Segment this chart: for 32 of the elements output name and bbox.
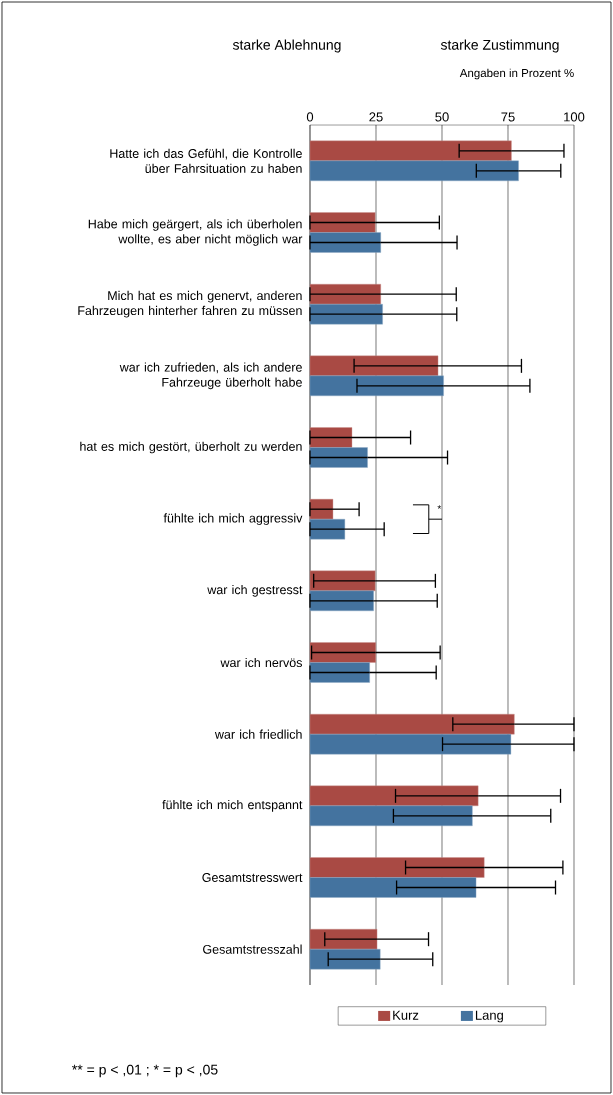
bar [309,877,477,898]
bar [309,857,485,878]
x-tick-label: 25 [369,112,383,122]
legend-label: Kurz [393,1010,419,1020]
y-tick-label: war ich zufrieden, als ich andere Fahrzeuge überholt habe [119,362,302,390]
y-tick-label: Mich hat es mich genervt, anderen Fahrzeugen hinterher fahren zu müssen [78,290,302,318]
x-tick-label: 50 [435,112,449,122]
y-tick-label: Gesamtstresszahl [203,944,302,954]
bar [309,733,512,755]
y-tick-label: war ich nervös [220,657,302,668]
x-tick-label: 0 [306,112,314,122]
y-tick-label: fühlte ich mich aggressiv [163,513,303,525]
bar [309,160,519,182]
legend-label: Lang [475,1010,503,1023]
x-tick-label: 100 [564,112,585,122]
annotation: * [437,505,442,509]
y-tick-label: war ich friedlich [214,729,302,739]
y-tick-label: Hatte ich das Gefühl, die Kontrolle über Fahrsituation zu haben [110,148,302,173]
bar [309,805,473,827]
bar [309,713,515,735]
bar [309,785,479,807]
text: starke Zustimmung [440,39,559,53]
y-tick-label: war ich gestresst [207,585,303,597]
y-tick-label: Habe mich geärgert, als ich überholen wollte, es aber nicht möglich war [88,219,303,246]
y-tick-label: Gesamtstresswert [202,873,303,882]
x-tick-label: 75 [501,112,515,122]
text: starke Ablehnung [232,39,341,53]
text: ** = p < ,01 ; * = p < ,05 [72,1064,218,1078]
text: Angaben in Prozent % [459,68,574,80]
bar [309,140,512,162]
y-tick-label: fühlte ich mich entspannt [162,800,303,812]
y-tick-label: hat es mich gestört, überholt zu werden [80,441,302,454]
